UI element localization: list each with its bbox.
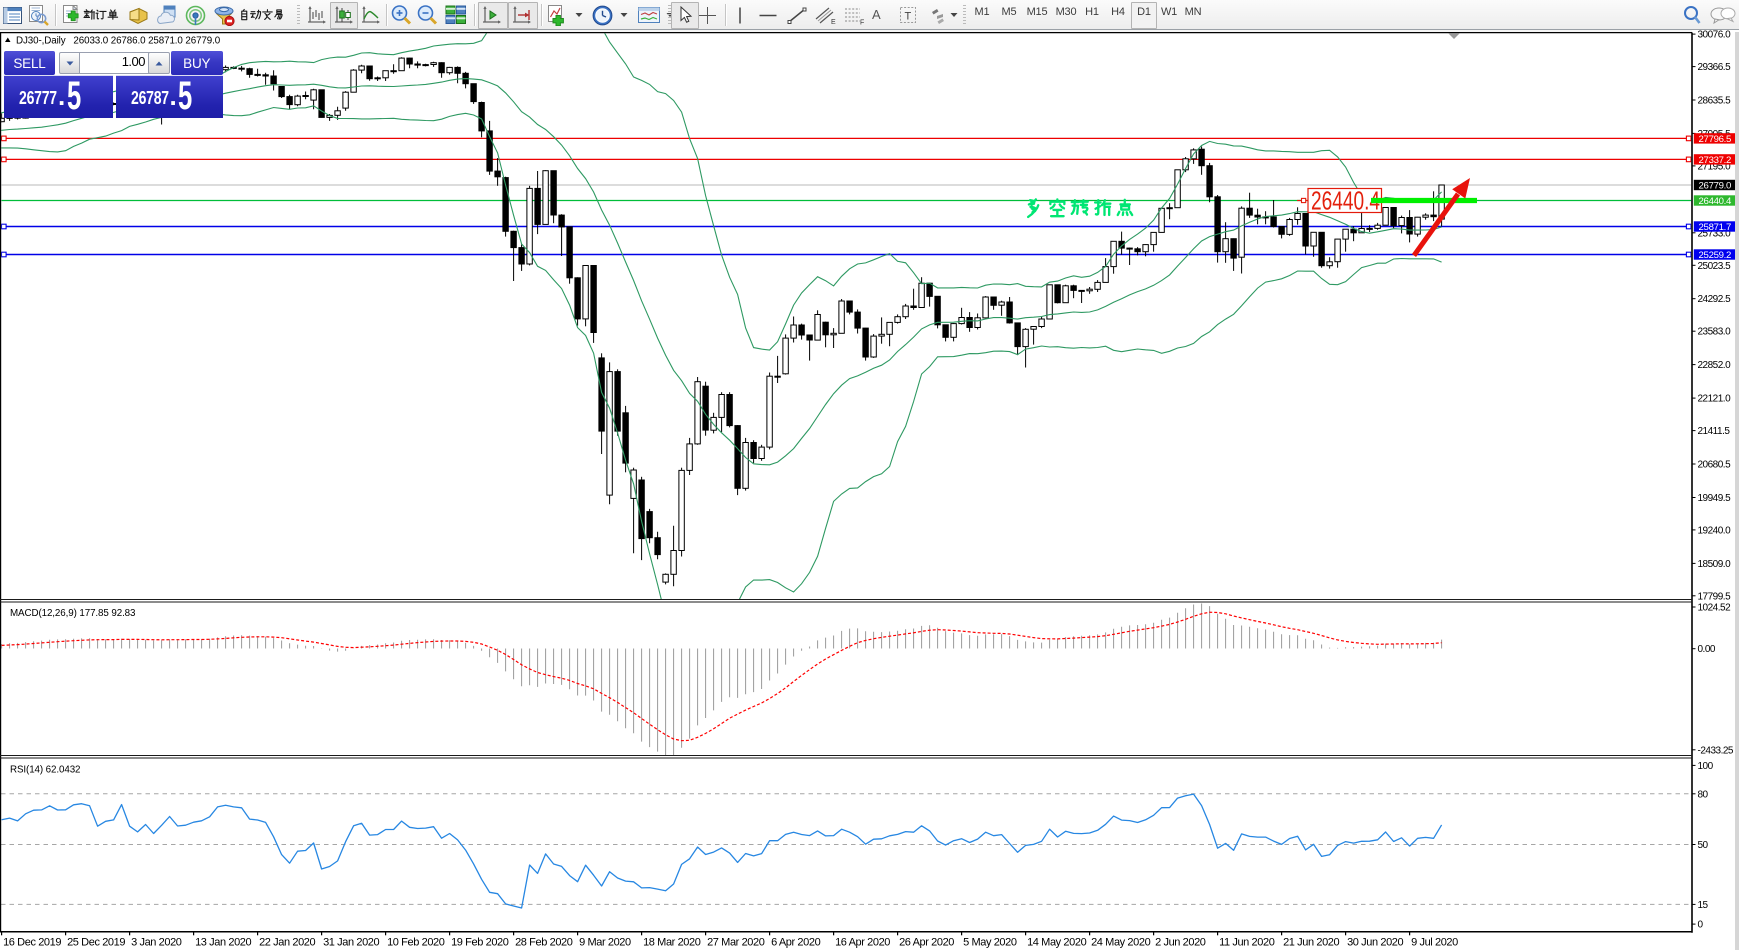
svg-text:28 Feb 2020: 28 Feb 2020 — [515, 937, 573, 949]
svg-text:29366.5: 29366.5 — [1698, 62, 1732, 73]
svg-text:15: 15 — [1698, 900, 1709, 911]
svg-text:16 Apr 2020: 16 Apr 2020 — [835, 937, 890, 949]
svg-text:28635.5: 28635.5 — [1698, 96, 1732, 107]
svg-text:23583.0: 23583.0 — [1698, 327, 1732, 338]
svg-text:31 Jan 2020: 31 Jan 2020 — [323, 937, 379, 949]
svg-text:11 Jun 2020: 11 Jun 2020 — [1219, 937, 1275, 949]
svg-text:26440.4: 26440.4 — [1699, 196, 1733, 207]
svg-text:17799.5: 17799.5 — [1698, 591, 1732, 602]
svg-text:27195.0: 27195.0 — [1698, 161, 1732, 172]
svg-text:20680.5: 20680.5 — [1698, 460, 1732, 471]
svg-text:26 Apr 2020: 26 Apr 2020 — [899, 937, 954, 949]
svg-text:25023.5: 25023.5 — [1698, 261, 1732, 272]
svg-text:F: F — [860, 20, 864, 26]
svg-text:DJ30-,Daily 26033.0 26786.0: DJ30-,Daily 26033.0 26786.0 25871.0 2677… — [16, 36, 221, 47]
svg-text:25733.0: 25733.0 — [1698, 228, 1732, 239]
svg-text:5 May 2020: 5 May 2020 — [963, 937, 1017, 949]
svg-text:18509.0: 18509.0 — [1698, 559, 1732, 570]
svg-text:0.00: 0.00 — [1698, 644, 1716, 655]
svg-text:30076.0: 30076.0 — [1698, 30, 1732, 41]
svg-text:3 Jan 2020: 3 Jan 2020 — [131, 937, 182, 949]
svg-text:1024.52: 1024.52 — [1698, 603, 1732, 614]
svg-text:26440.4: 26440.4 — [1311, 186, 1380, 216]
svg-text:14 May 2020: 14 May 2020 — [1027, 937, 1086, 949]
svg-text:25259.2: 25259.2 — [1699, 250, 1732, 261]
svg-text:9 Mar 2020: 9 Mar 2020 — [579, 937, 631, 949]
svg-text:19240.0: 19240.0 — [1698, 525, 1732, 536]
svg-text:19949.5: 19949.5 — [1698, 493, 1732, 504]
svg-text:30 Jun 2020: 30 Jun 2020 — [1347, 937, 1403, 949]
svg-text:22 Jan 2020: 22 Jan 2020 — [259, 937, 315, 949]
svg-text:22852.0: 22852.0 — [1698, 360, 1732, 371]
svg-text:2 Jun 2020: 2 Jun 2020 — [1155, 937, 1206, 949]
svg-text:10 Feb 2020: 10 Feb 2020 — [387, 937, 445, 949]
svg-text:27 Mar 2020: 27 Mar 2020 — [707, 937, 765, 949]
svg-text:19 Feb 2020: 19 Feb 2020 — [451, 937, 509, 949]
svg-text:MACD(12,26,9) 177.85 92.83: MACD(12,26,9) 177.85 92.83 — [10, 608, 136, 619]
svg-text:0: 0 — [1698, 920, 1704, 931]
svg-text:9 Jul 2020: 9 Jul 2020 — [1411, 937, 1458, 949]
svg-text:6 Apr 2020: 6 Apr 2020 — [771, 937, 820, 949]
svg-text:24292.5: 24292.5 — [1698, 294, 1732, 305]
svg-text:T: T — [905, 11, 912, 23]
svg-text:E: E — [831, 19, 836, 25]
svg-text:27337.2: 27337.2 — [1699, 155, 1732, 166]
svg-text:100: 100 — [1698, 761, 1714, 772]
svg-text:-2433.25: -2433.25 — [1698, 745, 1734, 756]
svg-text:50: 50 — [1698, 840, 1709, 851]
svg-text:26779.0: 26779.0 — [1699, 180, 1732, 191]
svg-text:21 Jun 2020: 21 Jun 2020 — [1283, 937, 1339, 949]
svg-text:18 Mar 2020: 18 Mar 2020 — [643, 937, 701, 949]
svg-text:22121.0: 22121.0 — [1698, 394, 1732, 405]
svg-text:21411.5: 21411.5 — [1698, 426, 1731, 437]
svg-text:13 Jan 2020: 13 Jan 2020 — [195, 937, 251, 949]
svg-text:16 Dec 2019: 16 Dec 2019 — [3, 937, 61, 949]
svg-text:25871.7: 25871.7 — [1699, 222, 1732, 233]
svg-text:25 Dec 2019: 25 Dec 2019 — [67, 937, 125, 949]
svg-text:27796.5: 27796.5 — [1699, 134, 1732, 145]
svg-text:RSI(14) 62.0432: RSI(14) 62.0432 — [10, 765, 80, 776]
svg-text:24 May 2020: 24 May 2020 — [1091, 937, 1150, 949]
svg-text:80: 80 — [1698, 789, 1709, 800]
